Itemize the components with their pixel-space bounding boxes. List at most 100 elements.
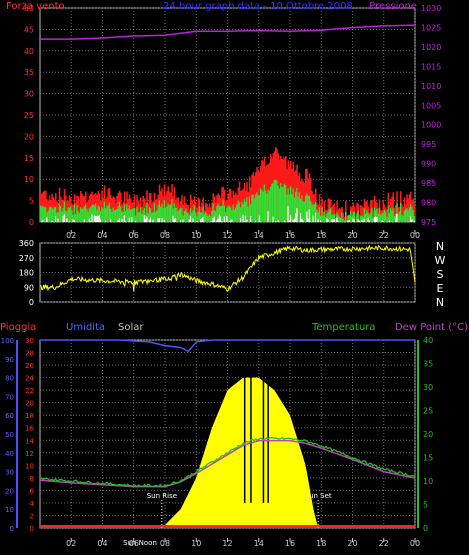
- wind-avg-bar: [342, 218, 345, 222]
- wind-gust-bar: [183, 196, 186, 222]
- x-tick-label: 22: [379, 539, 389, 548]
- wind-low-bar: [90, 221, 92, 222]
- wind-avg-bar: [260, 188, 262, 222]
- x-tick-label: 12: [222, 231, 232, 240]
- wind-avg-bar: [132, 208, 135, 222]
- wind-avg-bar: [257, 195, 260, 222]
- wind-avg-bar: [332, 214, 335, 222]
- wind-avg-bar: [375, 210, 377, 222]
- wind-avg-bar: [405, 209, 407, 222]
- wind-low-bar: [73, 219, 76, 222]
- wind-avg-bar: [167, 203, 170, 222]
- wind-avg-bar: [48, 207, 51, 222]
- direction-line: [39, 244, 416, 292]
- wind-low-bar: [172, 215, 175, 222]
- temperature-tick-label: 20: [423, 430, 433, 439]
- wind-gust-bar: [78, 203, 81, 222]
- wind-avg-bar: [286, 194, 288, 222]
- wind-avg-bar: [90, 207, 92, 222]
- wind-low-bar: [98, 215, 101, 222]
- x-tick-label: 16: [285, 231, 295, 240]
- wind-gust-bar: [208, 203, 211, 222]
- wind-low-bar: [381, 220, 383, 222]
- sun-noon-label: Sun Noon: [123, 539, 157, 547]
- wind-avg-bar: [400, 202, 402, 222]
- wind-avg-bar: [141, 213, 143, 222]
- wind-low-bar: [260, 221, 262, 222]
- wind-gust-bar: [207, 207, 210, 222]
- wind-avg-bar: [172, 208, 175, 222]
- x-tick-label: 20: [347, 231, 357, 240]
- wind-avg-bar: [300, 199, 302, 222]
- wind-avg-bar: [302, 201, 305, 222]
- rain-tick-label: 8: [30, 475, 34, 483]
- wind-avg-bar: [131, 208, 133, 222]
- wind-avg-bar: [220, 206, 222, 222]
- wind-avg-bar: [273, 180, 276, 222]
- wind-avg-bar: [133, 208, 136, 222]
- compass-label: E: [437, 282, 444, 295]
- wind-low-bar: [258, 215, 261, 222]
- humidity-tick-label: 10: [5, 506, 14, 514]
- wind-low-bar: [148, 219, 151, 222]
- wind-gust-bar: [45, 190, 47, 222]
- wind-avg-bar: [248, 196, 251, 222]
- wind-avg-bar: [127, 208, 130, 222]
- wind-avg-bar: [385, 211, 387, 222]
- wind-gust-bar: [382, 200, 385, 222]
- wind-avg-bar: [112, 207, 115, 222]
- wind-avg-bar: [392, 207, 395, 222]
- wind-avg-bar: [123, 204, 126, 222]
- wind-low-bar: [145, 218, 147, 222]
- wind-avg-bar: [175, 207, 177, 222]
- wind-avg-bar: [290, 186, 292, 222]
- wind-low-bar: [180, 220, 182, 222]
- wind-avg-bar: [346, 220, 348, 222]
- wind-avg-bar: [305, 195, 307, 222]
- wind-avg-bar: [135, 215, 137, 222]
- wind-low-bar: [97, 215, 100, 222]
- wind-gust-bar: [320, 204, 322, 222]
- wind-avg-bar: [136, 206, 138, 222]
- wind-avg-bar: [285, 185, 287, 222]
- wind-avg-bar: [70, 206, 72, 222]
- wind-avg-bar: [361, 215, 363, 222]
- wind-tick-label: 20: [24, 132, 34, 141]
- wind-low-bar: [152, 219, 155, 222]
- wind-avg-bar: [388, 213, 391, 222]
- wind-gust-bar: [266, 164, 268, 222]
- wind-gust-bar: [177, 197, 180, 222]
- wind-avg-bar: [246, 197, 248, 222]
- wind-low-bar: [217, 218, 220, 222]
- wind-gust-bar: [370, 201, 372, 222]
- wind-low-bar: [55, 216, 57, 222]
- wind-avg-bar: [230, 207, 232, 222]
- x-tick-label: 08: [160, 231, 170, 240]
- wind-avg-bar: [147, 213, 150, 222]
- wind-avg-bar: [42, 205, 45, 222]
- wind-avg-bar: [343, 220, 346, 222]
- weather-chart-panel: 0102030405060708090100024681012141618202…: [1, 336, 434, 548]
- wind-avg-bar: [208, 214, 211, 222]
- temperature-tick-label: 40: [423, 336, 433, 345]
- wind-low-bar: [388, 220, 391, 222]
- wind-avg-bar: [107, 205, 110, 222]
- wind-low-bar: [376, 217, 378, 222]
- rain-tick-label: 18: [25, 412, 34, 420]
- wind-avg-bar: [52, 209, 55, 222]
- wind-avg-bar: [283, 183, 286, 222]
- rain-tick-label: 0: [30, 525, 34, 533]
- x-tick-label: 04: [97, 231, 107, 240]
- temperature-tick-label: 30: [423, 383, 433, 392]
- pressure-tick-label: 975: [421, 218, 436, 227]
- wind-avg-bar: [330, 208, 332, 222]
- wind-low-bar: [226, 216, 228, 222]
- wind-avg-bar: [118, 201, 121, 222]
- x-tick-label: 18: [316, 231, 326, 240]
- wind-low-bar: [287, 205, 290, 222]
- wind-low-bar: [202, 216, 205, 222]
- wind-tick-label: 10: [24, 175, 34, 184]
- wind-avg-bar: [322, 215, 325, 222]
- wind-pressure-chart: 0510152025303540455097598098599099510001…: [24, 4, 442, 240]
- wind-gust-bar: [56, 201, 58, 222]
